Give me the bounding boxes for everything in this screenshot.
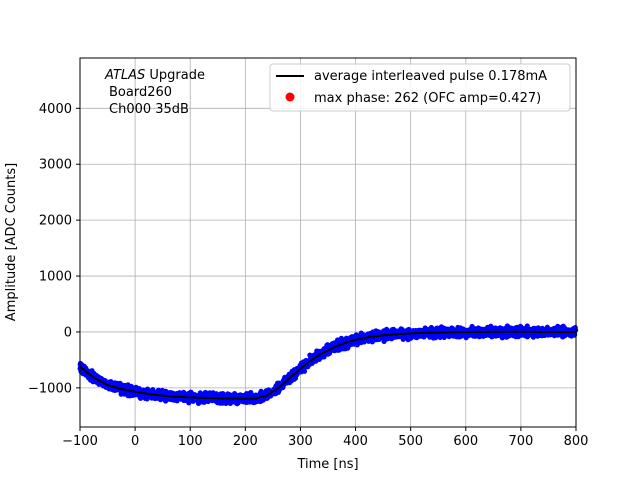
annotation-line-2: Board260 bbox=[109, 85, 172, 100]
scatter-point bbox=[400, 336, 406, 342]
scatter-point bbox=[205, 391, 211, 397]
x-tick-label: 700 bbox=[508, 434, 533, 449]
x-axis-label: Time [ns] bbox=[296, 457, 358, 472]
annotation-upgrade: Upgrade bbox=[145, 68, 205, 83]
scatter-point bbox=[442, 326, 449, 332]
y-tick-label: 2000 bbox=[39, 214, 72, 229]
x-tick-label: 0 bbox=[131, 434, 139, 449]
scatter-point bbox=[245, 391, 252, 397]
scatter-point bbox=[159, 388, 165, 395]
scatter-point bbox=[137, 393, 143, 399]
scatter-point bbox=[241, 399, 247, 405]
scatter-point bbox=[505, 333, 511, 340]
scatter-point bbox=[405, 337, 411, 343]
annotation-line-3: Ch000 35dB bbox=[109, 102, 189, 117]
scatter-point bbox=[291, 376, 297, 382]
scatter-point bbox=[511, 326, 517, 332]
scatter-point bbox=[177, 391, 183, 397]
x-tick-label: 300 bbox=[288, 434, 313, 449]
legend-box bbox=[269, 63, 571, 112]
scatter-point bbox=[491, 331, 497, 337]
scatter-point bbox=[221, 392, 227, 398]
average-pulse-line bbox=[79, 330, 576, 400]
x-axis-ticks: −100 0 100 200 300 400 500 600 700 800 bbox=[62, 427, 588, 449]
scatter-point bbox=[524, 323, 530, 329]
scatter-point bbox=[485, 326, 491, 332]
scatter-point bbox=[254, 398, 261, 404]
y-axis-label: Amplitude [ADC Counts] bbox=[4, 163, 19, 321]
scatter-point bbox=[213, 392, 219, 398]
annotation-line-1: ATLAS Upgrade bbox=[104, 68, 205, 83]
scatter-point bbox=[301, 368, 308, 374]
x-tick-label: 800 bbox=[564, 434, 589, 449]
y-axis-ticks: −1000 0 1000 2000 3000 4000 bbox=[28, 102, 80, 396]
y-tick-label: 3000 bbox=[39, 158, 72, 173]
scatter-point bbox=[495, 326, 501, 332]
scatter-point bbox=[112, 387, 118, 393]
scatter-point bbox=[361, 339, 367, 345]
scatter-point bbox=[190, 398, 196, 404]
scatter-point bbox=[212, 398, 218, 404]
legend-marker-swatch bbox=[285, 92, 295, 102]
scatter-point bbox=[173, 397, 179, 403]
legend-entry-average: average interleaved pulse 0.178mA bbox=[314, 69, 547, 84]
scatter-point bbox=[500, 333, 506, 339]
scatter-point bbox=[435, 326, 441, 332]
y-tick-label: 0 bbox=[64, 325, 72, 340]
x-tick-label: 100 bbox=[178, 434, 203, 449]
scatter-point bbox=[201, 391, 207, 397]
legend: average interleaved pulse 0.178mA max ph… bbox=[269, 63, 571, 112]
scatter-point bbox=[379, 335, 385, 341]
x-tick-label: 200 bbox=[233, 434, 258, 449]
scatter-point bbox=[98, 375, 104, 381]
scatter-point bbox=[415, 327, 421, 333]
scatter-point bbox=[396, 329, 402, 335]
scatter-point bbox=[131, 385, 137, 391]
scatter-point bbox=[324, 342, 331, 348]
scatter-point bbox=[390, 334, 397, 340]
y-tick-label: −1000 bbox=[28, 381, 72, 396]
scatter-point bbox=[316, 348, 322, 354]
annotation-atlas: ATLAS bbox=[104, 68, 145, 83]
y-tick-label: 1000 bbox=[39, 270, 72, 285]
x-tick-label: 600 bbox=[453, 434, 478, 449]
scatter-point bbox=[569, 332, 576, 338]
scatter-point bbox=[114, 380, 121, 386]
scatter-point bbox=[258, 388, 264, 394]
x-tick-label: −100 bbox=[62, 434, 98, 449]
scatter-point bbox=[354, 333, 360, 339]
scatter-point bbox=[535, 333, 541, 339]
x-tick-label: 500 bbox=[398, 434, 423, 449]
scatter-point bbox=[504, 323, 510, 329]
plot-frame bbox=[79, 57, 577, 428]
legend-entry-max-phase: max phase: 262 (OFC amp=0.427) bbox=[314, 91, 541, 106]
atlas-annotation: ATLAS Upgrade Board260 Ch000 35dB bbox=[104, 68, 205, 117]
scatter-point bbox=[223, 400, 229, 406]
y-tick-label: 4000 bbox=[39, 102, 72, 117]
x-tick-label: 400 bbox=[343, 434, 368, 449]
scatter-point bbox=[480, 333, 486, 339]
